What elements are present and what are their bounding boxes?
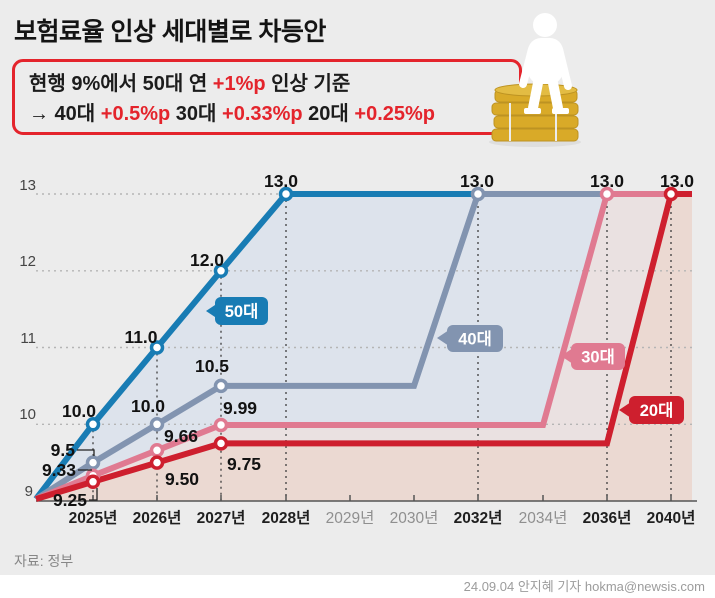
source-label: 자료: 정부 — [14, 553, 74, 569]
svg-text:30대: 30대 — [581, 348, 615, 367]
value-label: 11.0 — [124, 327, 157, 347]
value-label: 13.0 — [590, 171, 624, 191]
x-tick-2030: 2030년 — [390, 509, 439, 527]
value-label: 10.5 — [195, 356, 229, 376]
info-line-1: 현행 9%에서 50대 연 +1%p 인상 기준 — [29, 73, 351, 95]
x-tick-2034: 2034년 — [519, 509, 568, 527]
series-label-30s: 30대 — [561, 343, 625, 370]
value-label: 9.50 — [165, 469, 199, 489]
value-label: 9.75 — [227, 454, 261, 474]
svg-text:50대: 50대 — [225, 302, 259, 321]
value-label: 12.0 — [190, 250, 224, 270]
x-tick-2040: 2040년 — [647, 508, 696, 527]
y-tick-9: 9 — [25, 483, 33, 500]
info-box: 현행 9%에서 50대 연 +1%p 인상 기준 → 40대 +0.5%p 30… — [12, 59, 522, 135]
value-label: 9.66 — [164, 426, 198, 446]
value-label: 9.5 — [51, 440, 76, 460]
label-connectors — [77, 449, 98, 501]
value-label: 9.25 — [53, 490, 87, 510]
credit-text: 24.09.04 안지혜 기자 hokma@newsis.com — [463, 579, 705, 594]
series-label-50s: 50대 — [206, 297, 268, 325]
svg-text:20대: 20대 — [640, 401, 674, 420]
x-tick-2028: 2028년 — [262, 508, 311, 527]
value-label: 13.0 — [660, 171, 694, 191]
series-label-40s: 40대 — [437, 325, 503, 352]
x-tick-2032: 2032년 — [454, 508, 503, 527]
y-tick-11: 11 — [20, 330, 36, 347]
value-label: 9.99 — [223, 398, 257, 418]
x-tick-2027: 2027년 — [197, 508, 246, 527]
value-label: 10.0 — [62, 401, 96, 421]
value-label: 9.33 — [42, 460, 76, 480]
line-50s — [33, 191, 692, 501]
page-title: 보험료율 인상 세대별로 차등안 — [14, 18, 326, 46]
x-tick-2029: 2029년 — [326, 509, 375, 527]
y-tick-13: 13 — [19, 177, 36, 194]
x-tick-2026: 2026년 — [133, 508, 182, 527]
person-on-coins-icon — [489, 13, 581, 147]
y-tick-12: 12 — [19, 253, 36, 270]
x-axis — [36, 495, 697, 502]
y-tick-10: 10 — [19, 406, 36, 423]
markers-40s — [85, 186, 486, 470]
fill-area-pink — [36, 194, 692, 501]
svg-text:40대: 40대 — [458, 330, 492, 349]
x-tick-2025: 2025년 — [69, 508, 118, 527]
value-label: 13.0 — [264, 171, 298, 191]
markers-50s — [85, 186, 294, 432]
value-label: 10.0 — [131, 396, 165, 416]
markers-20s — [85, 186, 679, 490]
series-label-20s: 20대 — [619, 396, 684, 424]
info-line-2: → 40대 +0.5%p 30대 +0.33%p 20대 +0.25%p — [29, 103, 435, 125]
x-tick-2036: 2036년 — [583, 508, 632, 527]
credit-bar: 24.09.04 안지혜 기자 hokma@newsis.com — [0, 575, 715, 598]
fill-area-pink-light — [36, 194, 692, 499]
value-label: 13.0 — [460, 171, 494, 191]
